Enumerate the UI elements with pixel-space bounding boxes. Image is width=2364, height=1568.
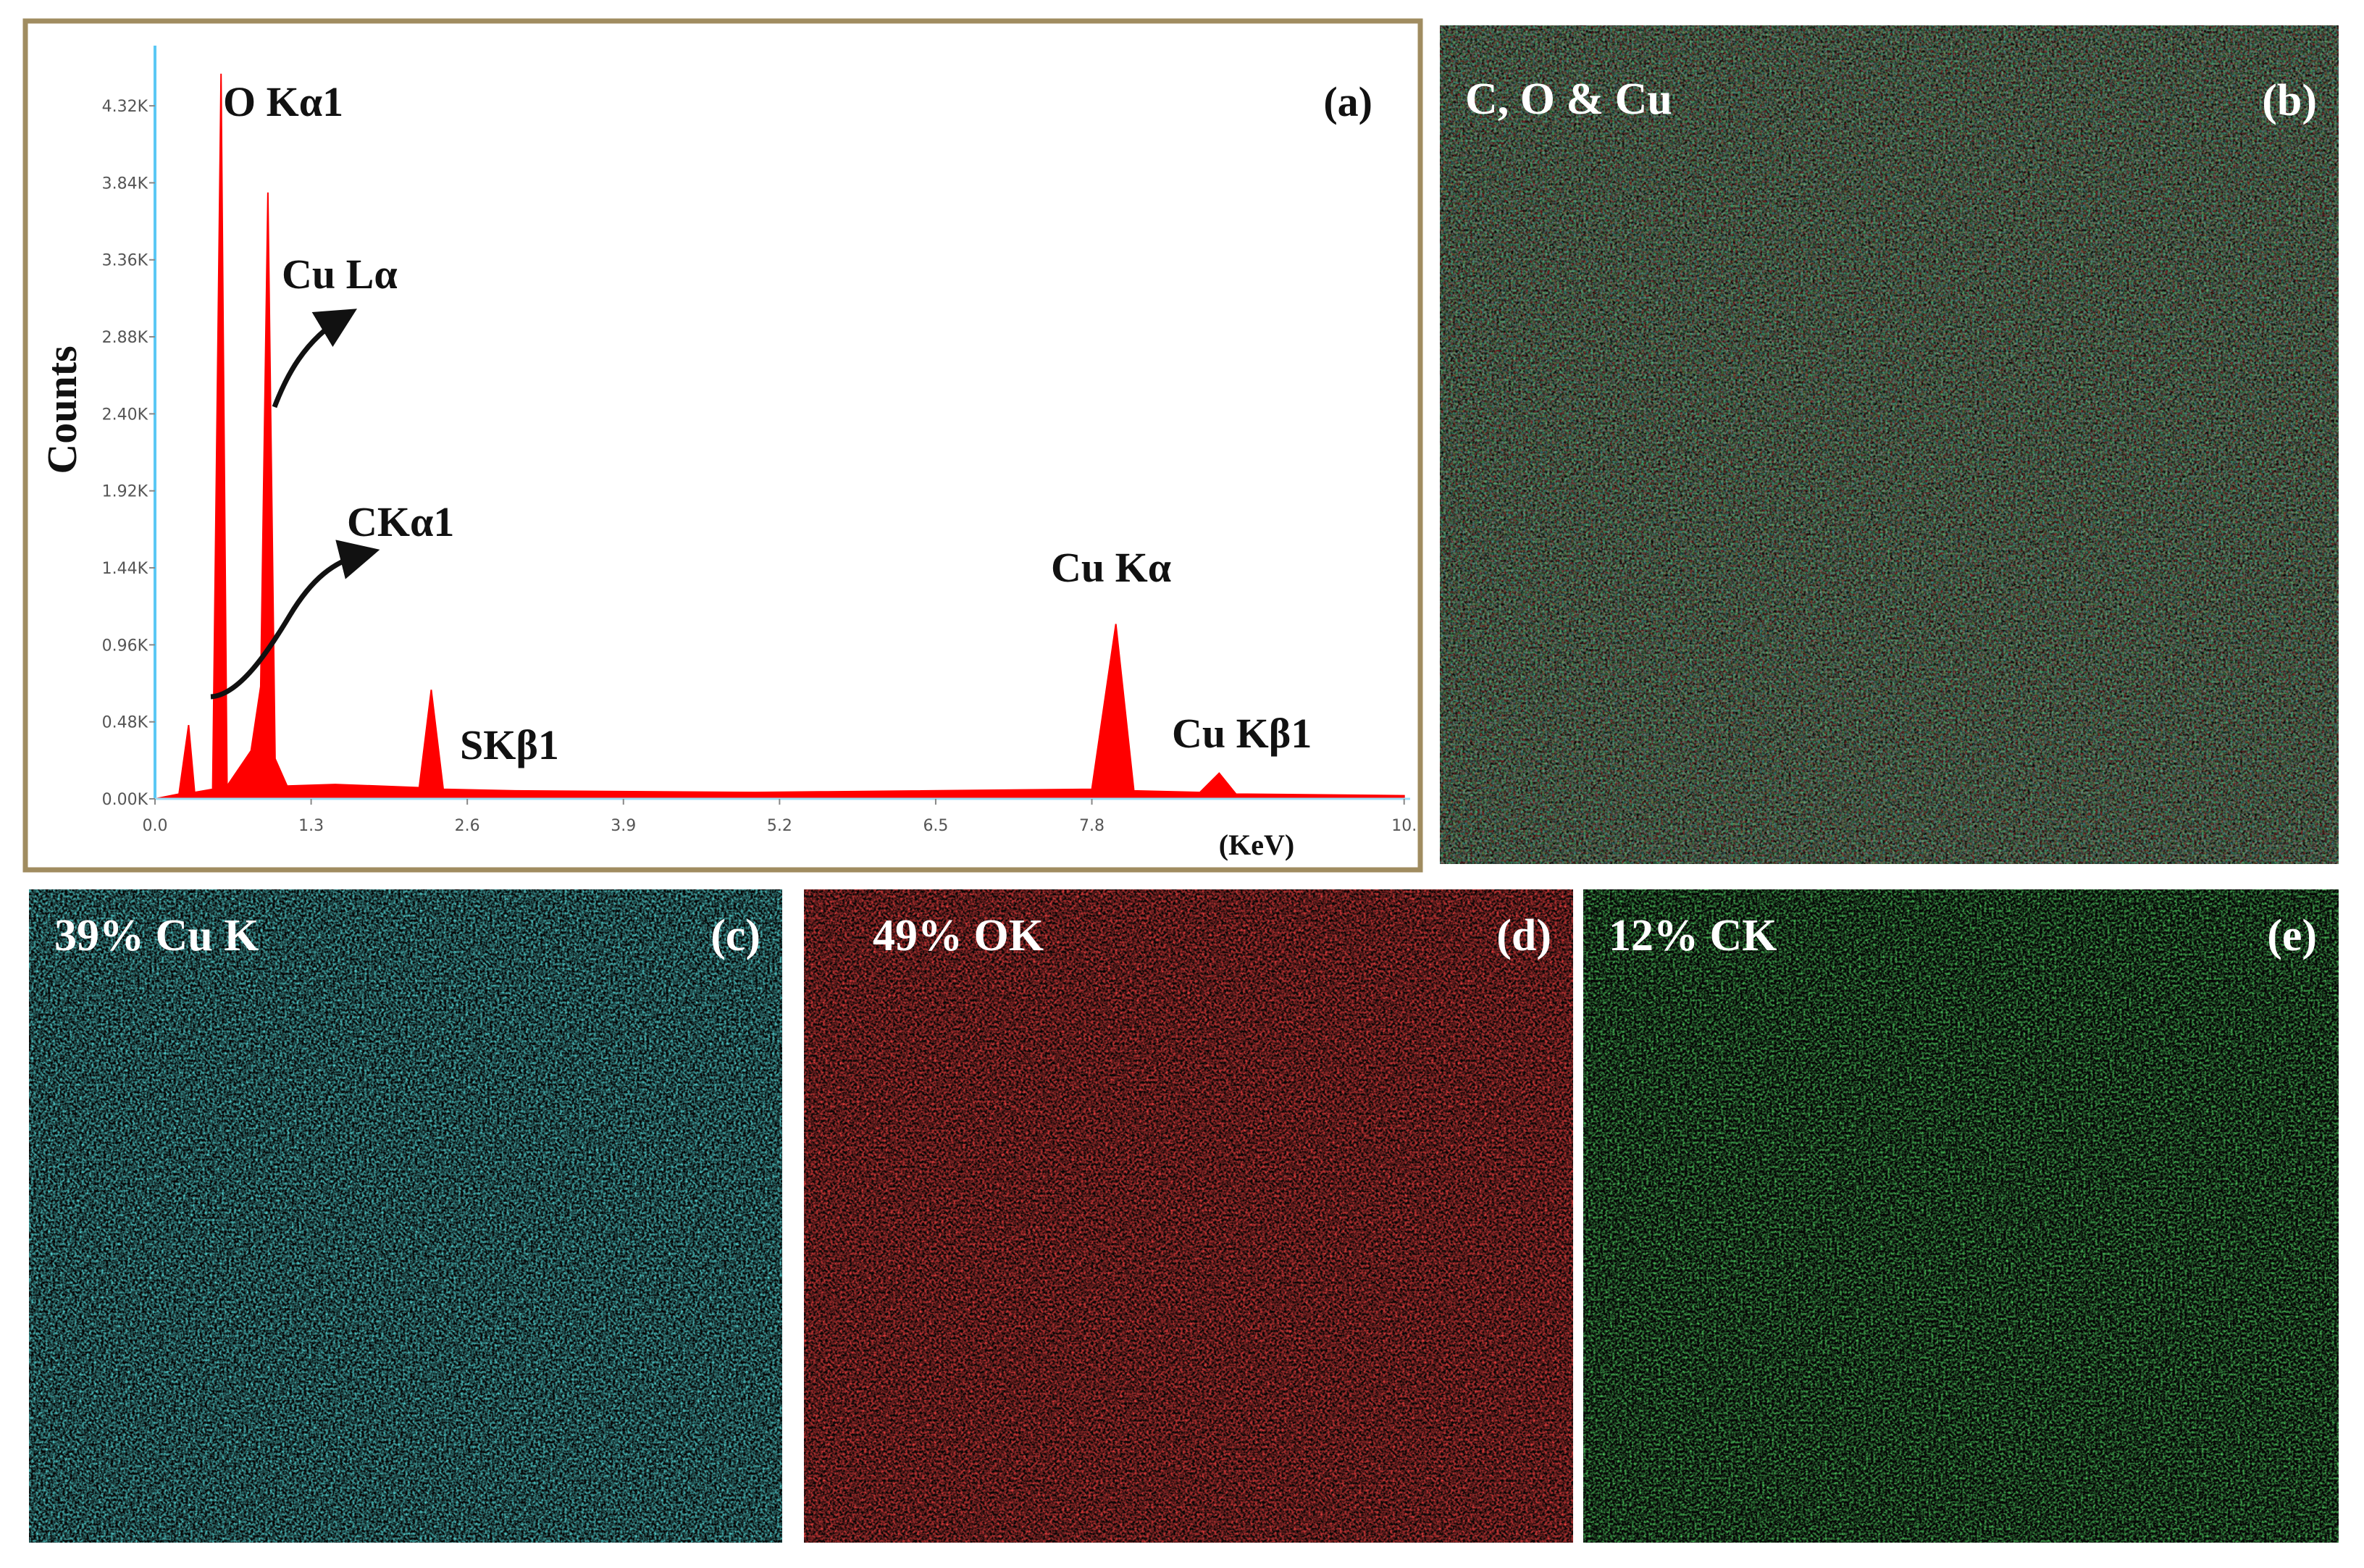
chart-title: (a) [1323, 78, 1372, 125]
element-map: 12% CK (e) [1583, 889, 2339, 1543]
map-signal [1440, 25, 2339, 864]
peak-label: O Kα1 [223, 78, 343, 125]
y-tick-label: 3.36K [102, 252, 148, 270]
y-tick-label: 1.92K [102, 483, 148, 501]
y-tick-label: 2.40K [102, 406, 148, 424]
x-tick-label: 6.5 [923, 817, 948, 835]
y-tick-label: 2.88K [102, 329, 148, 347]
map-signal [1583, 889, 2339, 1543]
arrow [272, 309, 358, 408]
x-axis-label: (KeV) [1219, 829, 1294, 861]
peak-label: Cu Kα [1051, 544, 1171, 591]
y-tick-label: 0.48K [102, 714, 148, 732]
map-panels: C, O & Cu (b) 39% Cu K (c) 49% OK (d) 12% CK (e… [29, 25, 2339, 1543]
x-tick-label: 2.6 [455, 817, 480, 835]
y-tick-label: 0.00K [102, 791, 148, 809]
x-tick-label: 3.9 [611, 817, 636, 835]
map-tag: (b) [2262, 76, 2317, 125]
y-axis-label: Counts [38, 345, 85, 474]
map-label: C, O & Cu [1465, 75, 1672, 124]
x-tick-label: 0.0 [143, 817, 168, 835]
map-tag: (e) [2267, 911, 2317, 960]
map-label: 49% OK [873, 911, 1044, 960]
element-map: 49% OK (d) [804, 889, 1573, 1543]
spectrum-area [154, 73, 1405, 800]
y-tick-label: 0.96K [102, 637, 148, 655]
map-signal [804, 889, 1573, 1543]
map-tag: (c) [711, 911, 760, 960]
map-label: 12% CK [1609, 911, 1777, 960]
peak-label: SKβ1 [460, 721, 559, 768]
x-tick-label: 10. [1391, 817, 1417, 835]
arrow [210, 540, 380, 700]
y-tick-label: 1.44K [102, 560, 148, 578]
element-map: 39% Cu K (c) [29, 889, 782, 1543]
x-tick-label: 1.3 [298, 817, 324, 835]
y-tick-label: 3.84K [102, 175, 148, 193]
map-tag: (d) [1496, 911, 1551, 960]
element-map: C, O & Cu (b) [1440, 25, 2339, 864]
peak-label: Cu Lα [282, 251, 398, 298]
map-signal [29, 889, 782, 1543]
peak-label: CKα1 [347, 498, 454, 545]
y-tick-label: 4.32K [102, 98, 148, 116]
peak-label: Cu Kβ1 [1172, 710, 1312, 757]
x-tick-label: 7.8 [1079, 817, 1105, 835]
x-tick-label: 5.2 [767, 817, 792, 835]
spectrum-plot: 0.00K 0.48K 0.96K 1.44K 1.92K 2.40K 2.88K 3.36K… [38, 46, 1417, 861]
map-label: 39% Cu K [54, 911, 259, 960]
